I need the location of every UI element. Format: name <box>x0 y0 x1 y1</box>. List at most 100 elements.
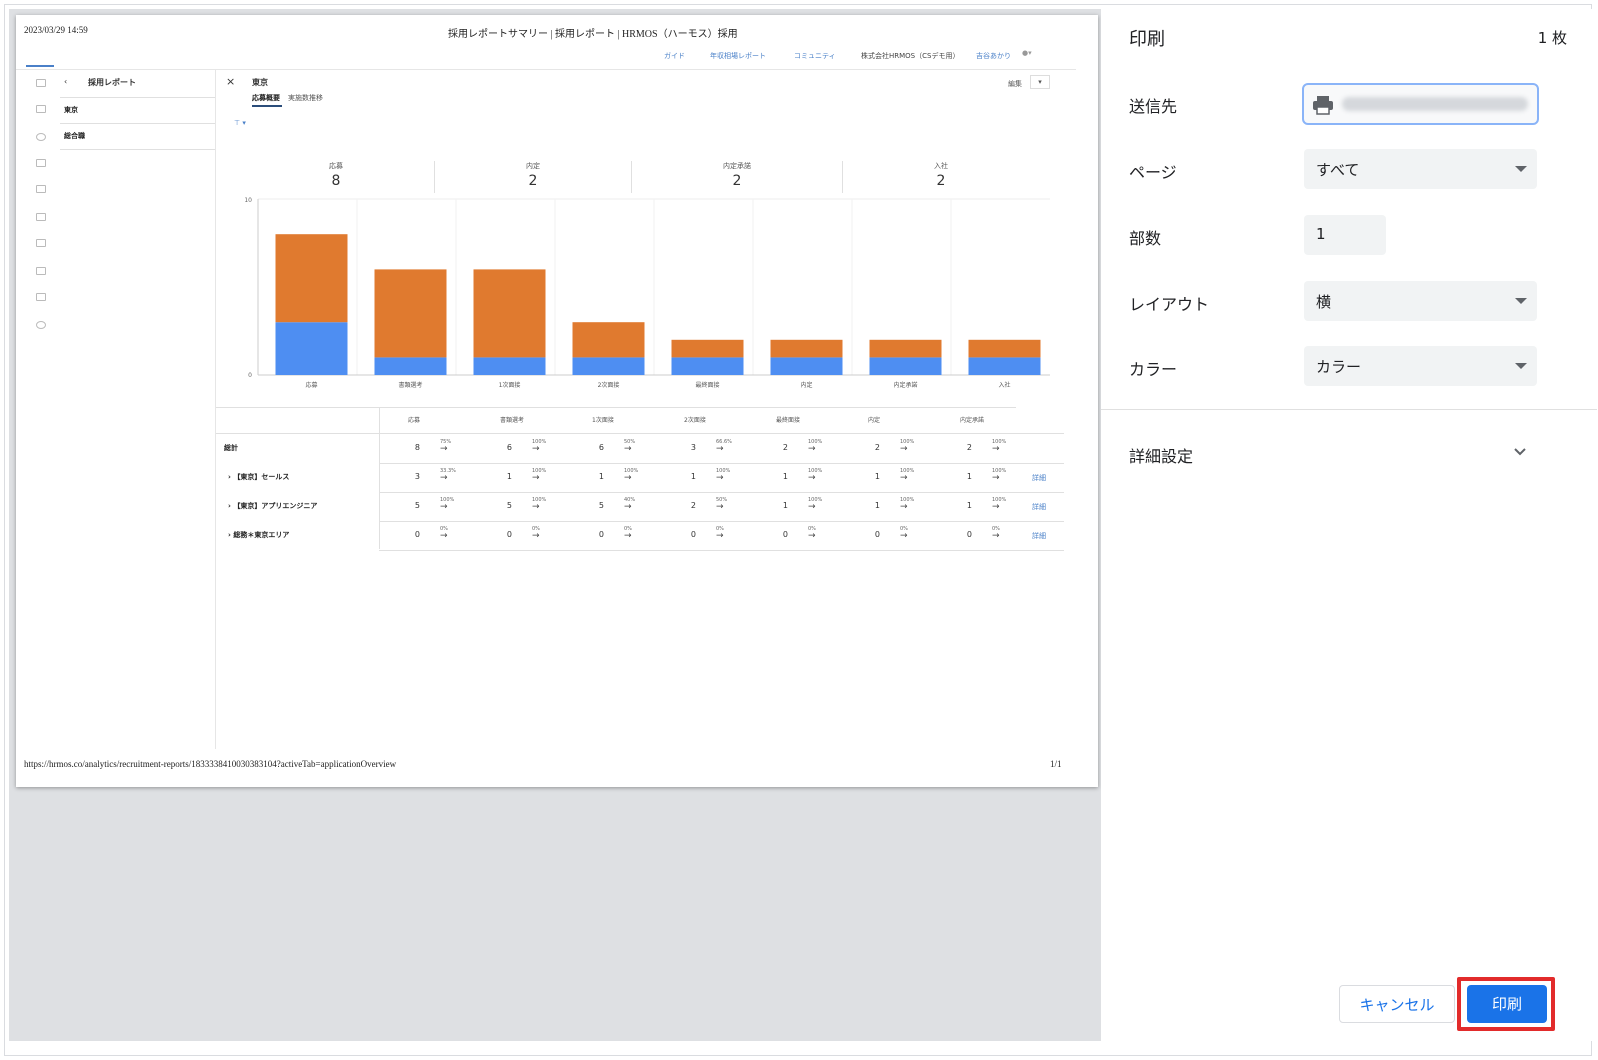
cancel-button[interactable]: キャンセル <box>1339 985 1455 1023</box>
tab-overview: 応募概要 <box>252 94 280 102</box>
arrow-right-icon: → <box>992 502 1000 512</box>
rail-search-icon <box>36 133 46 141</box>
tab-trend: 実施数推移 <box>288 94 323 102</box>
table-header: 内定 <box>868 417 881 424</box>
table-cell-value: 2 <box>966 443 972 452</box>
detail-link[interactable]: 詳細 <box>1032 503 1046 511</box>
list-divider <box>60 149 216 150</box>
color-select[interactable]: カラー <box>1304 346 1537 386</box>
bar-blue <box>473 357 546 375</box>
table-header: 応募 <box>408 417 421 424</box>
expand-chevron-icon[interactable] <box>1513 447 1527 457</box>
active-indicator <box>26 65 54 67</box>
table-cell-pct: 100% <box>808 439 823 445</box>
bar-blue <box>671 357 744 375</box>
table-cell-pct: 100% <box>808 468 823 474</box>
bar-orange <box>968 339 1041 358</box>
table-cell-pct: 0% <box>624 526 632 532</box>
back-chevron-icon: ‹ <box>64 77 68 86</box>
bar-blue <box>770 357 843 375</box>
list-divider <box>60 97 216 98</box>
table-header: 2次面接 <box>684 417 706 424</box>
x-tick-label: 最終面接 <box>695 381 719 389</box>
destination-select[interactable] <box>1302 83 1539 125</box>
bar-blue <box>374 357 447 375</box>
arrow-right-icon: → <box>624 531 632 541</box>
table-top-line <box>216 407 1016 408</box>
list-divider <box>60 123 216 124</box>
arrow-right-icon: → <box>440 473 448 483</box>
print-button-highlight <box>1457 977 1555 1031</box>
table-cell-pct: 33.3% <box>440 468 456 474</box>
detail-link[interactable]: 詳細 <box>1032 474 1046 482</box>
sidebar-item-tokyo: 東京 <box>64 106 78 114</box>
table-row-line <box>216 433 1064 434</box>
x-tick-label: 1次面接 <box>499 381 521 389</box>
table-row-line <box>379 492 1064 493</box>
y-tick-label: 10 <box>244 197 252 204</box>
pages-select[interactable]: すべて <box>1304 149 1537 189</box>
bar-blue <box>968 357 1041 375</box>
arrow-right-icon: → <box>992 531 1000 541</box>
arrow-right-icon: → <box>440 444 448 454</box>
table-header: 1次面接 <box>592 417 614 424</box>
nav-community: コミュニティ <box>794 52 836 60</box>
table-cell-value: 1 <box>782 472 788 481</box>
table-cell-value: 1 <box>966 501 972 510</box>
table-cell-value: 0 <box>966 530 972 539</box>
destination-label: 送信先 <box>1129 97 1178 116</box>
rail-gear-icon <box>36 321 46 329</box>
layout-label: レイアウト <box>1129 295 1210 314</box>
table-cell-pct: 0% <box>900 526 908 532</box>
copies-input[interactable]: 1 <box>1304 215 1386 255</box>
arrow-right-icon: → <box>624 502 632 512</box>
bar-blue <box>275 322 348 375</box>
table-cell-pct: 100% <box>900 439 915 445</box>
table-row-line <box>379 463 1064 464</box>
table-cell-value: 5 <box>598 501 604 510</box>
rail-doc-icon <box>36 105 46 113</box>
table-cell-pct: 100% <box>808 497 823 503</box>
preview-page: 2023/03/29 14:59 採用レポートサマリー | 採用レポート | H… <box>16 15 1098 787</box>
column-divider <box>215 69 216 749</box>
table-cell-value: 0 <box>690 530 696 539</box>
x-tick-label: 2次面接 <box>598 381 620 389</box>
funnel-bar-chart: 10 0 応募 書類選考 1次面接 2次面接 最終面接 内定 内定承諾 入社 <box>244 197 1050 389</box>
user-icon: ●▾ <box>1022 49 1032 57</box>
footer-url: https://hrmos.co/analytics/recruitment-r… <box>24 759 397 769</box>
table-cell-value: 0 <box>598 530 604 539</box>
table-cell-pct: 100% <box>992 439 1007 445</box>
bar-orange <box>671 339 744 358</box>
tab-underline <box>252 105 282 107</box>
bar-blue <box>572 357 645 375</box>
table-cell-pct: 100% <box>900 497 915 503</box>
table-cell-pct: 40% <box>624 497 636 503</box>
table-cell-pct: 100% <box>532 468 547 474</box>
layout-value: 横 <box>1316 293 1332 311</box>
table-cell-value: 1 <box>598 472 604 481</box>
table-row-name: › 【東京】セールス <box>228 473 290 481</box>
table-cell-value: 1 <box>690 472 696 481</box>
arrow-right-icon: → <box>900 531 908 541</box>
arrow-right-icon: → <box>808 444 816 454</box>
kpi-value: 8 <box>331 173 341 189</box>
detail-link[interactable]: 詳細 <box>1032 532 1046 540</box>
layout-select[interactable]: 横 <box>1304 281 1537 321</box>
kpi-label: 入社 <box>934 162 948 170</box>
chevron-down-icon <box>1515 298 1527 304</box>
chevron-down-icon <box>1515 166 1527 172</box>
table-cell-pct: 100% <box>992 497 1007 503</box>
more-settings-toggle[interactable]: 詳細設定 <box>1129 447 1194 466</box>
pages-label: ページ <box>1129 163 1177 182</box>
filter-icon: ⊤ ▾ <box>234 119 246 127</box>
print-button[interactable]: 印刷 <box>1467 985 1547 1023</box>
close-icon: × <box>226 75 236 88</box>
table-cell-value: 0 <box>414 530 420 539</box>
table-cell-pct: 100% <box>716 468 731 474</box>
table-cell-pct: 50% <box>624 439 636 445</box>
table-cell-value: 1 <box>506 472 512 481</box>
table-cell-value: 3 <box>414 472 420 481</box>
table-cell-value: 5 <box>506 501 512 510</box>
x-tick-label: 入社 <box>998 381 1010 389</box>
table-cell-pct: 75% <box>440 439 452 445</box>
